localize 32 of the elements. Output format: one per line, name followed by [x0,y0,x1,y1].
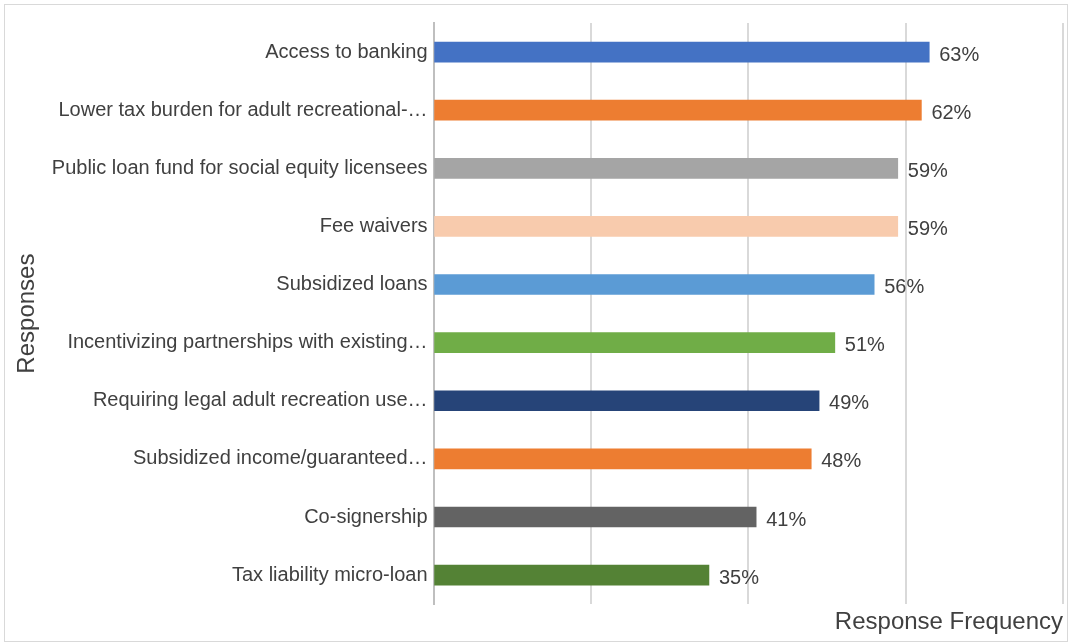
data-label: 59% [907,216,949,239]
data-label: 59% [907,158,949,181]
bar [434,41,930,63]
y-tick-label: Incentivizing partnerships with existing… [67,330,428,353]
y-tick-label: Tax liability micro-loan [231,562,428,585]
y-tick-label: Access to banking [265,39,428,62]
bar [434,564,710,586]
y-tick-label: Fee waivers [319,213,428,236]
data-label: 48% [821,449,862,472]
bar [434,332,836,353]
data-label: 62% [931,100,972,123]
bar [434,216,899,237]
bar [434,448,812,470]
data-label: 41% [766,507,807,530]
y-tick-label: Subsidized income/guaranteed… [132,446,428,469]
bar [434,99,922,121]
data-label: 35% [718,565,760,588]
data-label: 49% [829,391,870,414]
bar [434,157,899,179]
y-tick-label: Subsidized loans [276,272,428,295]
bar [434,390,820,412]
y-tick-label: Public loan fund for social equity licensees [51,155,428,178]
bar [434,506,757,528]
y-axis-title: Responses [12,253,40,374]
y-tick-label: Co-signership [304,504,428,527]
data-label: 51% [844,333,886,356]
data-label: 63% [939,42,980,65]
x-axis-title: Response Frequency [834,607,1063,635]
bar [434,274,875,295]
data-label: 56% [884,275,925,298]
y-tick-label: Requiring legal adult recreation use… [92,388,428,411]
y-tick-label: Lower tax burden for adult recreational-… [58,97,428,120]
